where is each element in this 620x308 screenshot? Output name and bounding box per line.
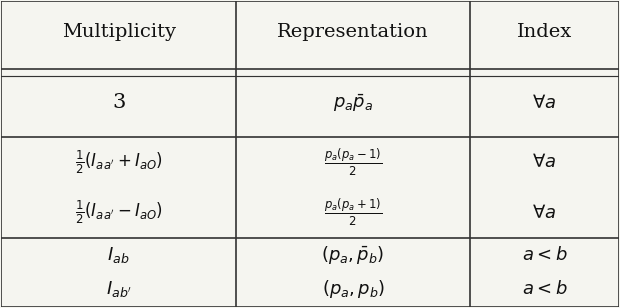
Text: $a < b$: $a < b$ xyxy=(521,281,567,298)
Text: $\frac{1}{2}\left(I_{aa'} - I_{aO}\right)$: $\frac{1}{2}\left(I_{aa'} - I_{aO}\right… xyxy=(74,199,162,226)
Text: Multiplicity: Multiplicity xyxy=(61,23,175,41)
Text: $\frac{p_a(p_a+1)}{2}$: $\frac{p_a(p_a+1)}{2}$ xyxy=(324,197,383,229)
Text: $(p_a, p_b)$: $(p_a, p_b)$ xyxy=(322,278,385,300)
Text: $\forall a$: $\forall a$ xyxy=(533,94,557,112)
Text: $\forall a$: $\forall a$ xyxy=(533,153,557,171)
Text: Representation: Representation xyxy=(277,23,429,41)
Text: $(p_a,\bar{p}_b)$: $(p_a,\bar{p}_b)$ xyxy=(322,244,385,266)
Text: $\frac{1}{2}\left(I_{aa'} + I_{aO}\right)$: $\frac{1}{2}\left(I_{aa'} + I_{aO}\right… xyxy=(74,149,162,176)
Text: 3: 3 xyxy=(112,93,125,112)
Text: $\frac{p_a(p_a-1)}{2}$: $\frac{p_a(p_a-1)}{2}$ xyxy=(324,147,383,178)
Text: $\forall a$: $\forall a$ xyxy=(533,204,557,222)
Text: $I_{ab}$: $I_{ab}$ xyxy=(107,245,130,265)
Text: $a < b$: $a < b$ xyxy=(521,246,567,264)
Text: Index: Index xyxy=(517,23,572,41)
Text: $I_{ab'}$: $I_{ab'}$ xyxy=(105,279,132,299)
Text: $p_a\bar{p}_a$: $p_a\bar{p}_a$ xyxy=(333,92,373,114)
